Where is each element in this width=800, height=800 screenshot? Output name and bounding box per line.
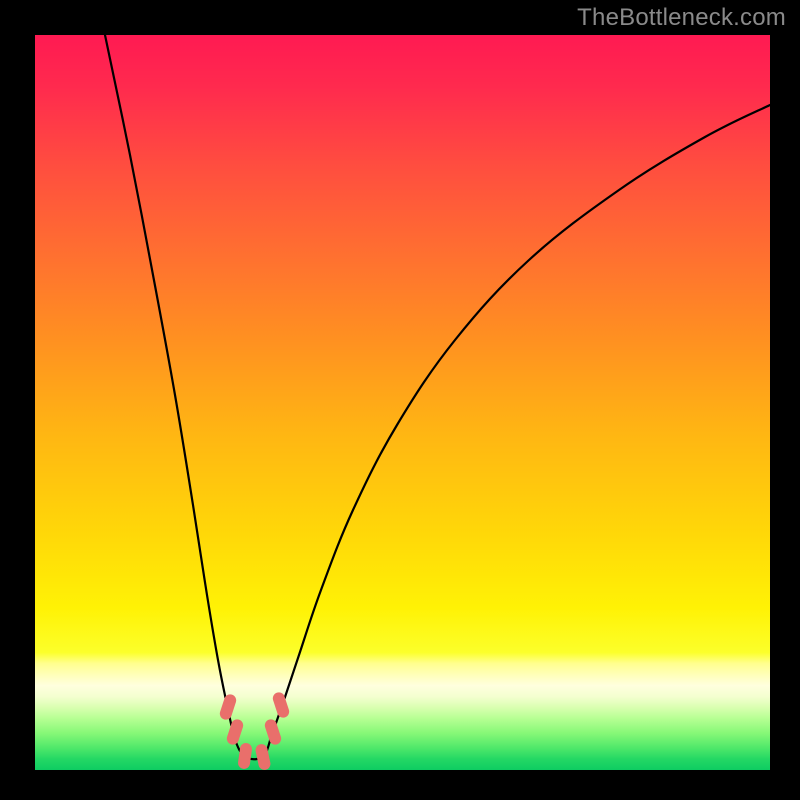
valley-marker — [254, 743, 271, 770]
markers-layer — [35, 35, 770, 770]
valley-marker — [218, 693, 237, 721]
plot-area — [35, 35, 770, 770]
valley-marker — [225, 718, 244, 746]
valley-marker — [263, 718, 282, 746]
valley-marker — [271, 691, 290, 719]
watermark-text: TheBottleneck.com — [577, 4, 786, 32]
valley-marker — [237, 742, 253, 769]
